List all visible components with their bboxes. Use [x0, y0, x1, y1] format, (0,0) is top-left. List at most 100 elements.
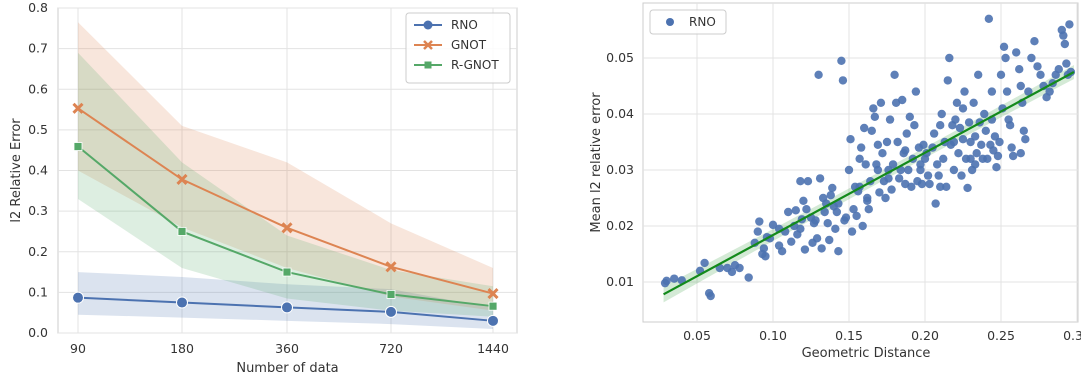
scatter-point [706, 291, 715, 301]
scatter-point [823, 219, 832, 228]
scatter-point [1027, 53, 1036, 63]
scatter-point [945, 53, 954, 63]
scatter-point [735, 263, 744, 273]
scatter-point [870, 112, 880, 122]
data-point [176, 173, 188, 185]
scatter-point [1016, 81, 1025, 91]
scatter-point [888, 160, 898, 169]
data-point [176, 296, 188, 309]
y-tick-label: 0.03 [606, 162, 634, 177]
y-tick-label: 0.05 [606, 50, 634, 65]
scatter-point [774, 241, 784, 250]
scatter-point [925, 179, 934, 189]
x-tick-label: 1440 [477, 341, 509, 356]
scatter-point [936, 121, 945, 130]
scatter-point [791, 206, 800, 215]
legend-label: R-GNOT [451, 58, 499, 72]
scatter-point [849, 205, 858, 214]
scatter-point [939, 154, 948, 163]
legend-box [649, 9, 727, 35]
scatter-point [887, 185, 896, 194]
scatter-point [755, 217, 764, 226]
scatter-point [700, 258, 709, 268]
scatter-point [958, 135, 968, 144]
scatter-point [815, 174, 825, 183]
scatter-point [1007, 143, 1016, 152]
scatter-point [817, 244, 826, 253]
scatter-point [847, 227, 857, 236]
scatter-point [970, 160, 980, 169]
scatter-point [934, 171, 943, 180]
scatter-point [869, 104, 878, 113]
scatter-point [1005, 121, 1015, 130]
data-point [386, 290, 396, 299]
scatter-point [980, 109, 989, 119]
scatter-point [802, 205, 811, 214]
x-axis-label: Geometric Distance [802, 346, 931, 361]
scatter-point [855, 154, 864, 163]
scatter-point [958, 104, 968, 113]
y-tick-label: 0.6 [28, 81, 48, 96]
scatter-point [727, 267, 737, 277]
scatter-point [799, 196, 808, 205]
scatter-point [662, 276, 671, 286]
scatter-point [949, 165, 959, 175]
scatter-point [1065, 20, 1074, 29]
scatter-point [861, 160, 870, 169]
scatter-point [937, 109, 946, 119]
scatter-point [670, 274, 679, 283]
y-axis-label: l2 Relative Error [9, 118, 24, 223]
y-tick-label: 0.3 [28, 203, 48, 218]
scatter-point [796, 177, 805, 186]
scatter-point [1008, 151, 1018, 161]
scatter-point [904, 165, 913, 175]
scatter-point [957, 171, 966, 180]
y-tick-label: 0.04 [606, 106, 634, 121]
scatter-point [1019, 126, 1028, 135]
data-point [488, 301, 498, 311]
scatter-point [955, 123, 965, 133]
y-tick-label: 0.02 [606, 218, 634, 233]
x-tick-label: 0.05 [683, 328, 711, 343]
scatter-point [758, 249, 767, 259]
scatter-point [882, 137, 892, 147]
scatter-point [787, 237, 796, 246]
legend-label: RNO [451, 18, 478, 32]
x-tick-label: 0.15 [835, 328, 863, 343]
scatter-point [890, 70, 899, 80]
scatter-point [951, 115, 960, 124]
scatter-point [858, 221, 867, 231]
scatter-point [949, 137, 959, 147]
scatter-point [983, 154, 992, 163]
data-point [385, 305, 397, 318]
y-tick-label: 0.2 [28, 244, 48, 259]
scatter-point [995, 137, 1004, 147]
scatter-point [911, 87, 921, 96]
scatter-point [1060, 39, 1070, 49]
legend-marker [423, 40, 433, 50]
scatter-point [803, 177, 813, 186]
scatter-point [863, 196, 872, 205]
x-tick-label: 90 [70, 341, 86, 356]
scatter-point [1059, 31, 1068, 40]
scatter-point [969, 98, 978, 108]
scatter-point [990, 132, 1000, 141]
scatter-point [972, 149, 981, 158]
scatter-point [1021, 135, 1030, 144]
scatter-point [902, 129, 911, 138]
scatter-point [993, 151, 1003, 161]
legend-marker [424, 61, 432, 69]
scatter-point [1062, 59, 1071, 68]
y-tick-label: 0.8 [28, 0, 48, 15]
scatter-point [753, 227, 762, 236]
scatter-point [905, 112, 914, 122]
scatter-point [856, 143, 866, 152]
scatter-point [942, 182, 951, 191]
y-tick-label: 0.01 [606, 274, 634, 289]
scatter-point [876, 98, 886, 108]
data-point [281, 222, 293, 234]
scatter-point [884, 174, 893, 183]
scatter-point [852, 211, 861, 221]
scatter-point [910, 121, 919, 130]
